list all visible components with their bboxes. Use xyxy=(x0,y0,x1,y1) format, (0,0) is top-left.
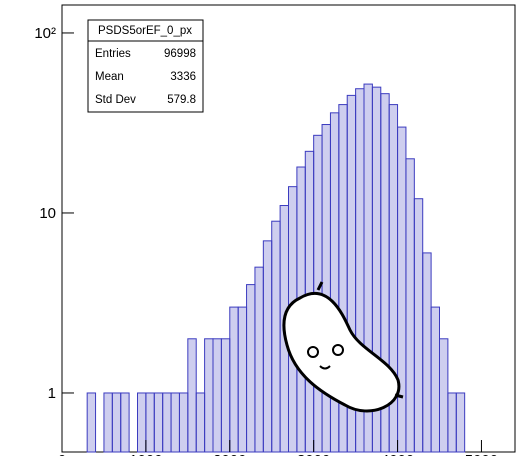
bar xyxy=(145,392,155,453)
plot-area xyxy=(86,83,466,453)
stats-value: 3336 xyxy=(170,71,196,83)
stats-title: PSDS5orEF_0_px xyxy=(98,25,192,37)
bar xyxy=(397,126,407,453)
stats-value: 96998 xyxy=(164,48,196,60)
bar xyxy=(170,392,180,453)
stats-box: PSDS5orEF_0_px Entries 96998 Mean 3336 S… xyxy=(87,19,204,113)
bar xyxy=(246,284,256,453)
bar xyxy=(430,306,441,453)
bean-sticker xyxy=(282,281,404,413)
bar xyxy=(178,392,189,453)
bar xyxy=(137,392,147,453)
bar xyxy=(237,306,248,453)
x-tick-label: 5000 xyxy=(465,452,498,456)
bar xyxy=(271,220,281,453)
bar xyxy=(103,392,113,453)
y-tick-label: 1 xyxy=(48,385,56,402)
bar xyxy=(212,338,222,453)
stats-label: Entries xyxy=(95,48,131,60)
x-tick-label: 1000 xyxy=(129,452,162,456)
bar xyxy=(405,158,415,453)
stats-label: Std Dev xyxy=(95,94,136,106)
bar xyxy=(120,392,130,453)
y-tick-label: 10 xyxy=(39,205,56,222)
bar xyxy=(187,338,197,453)
bar xyxy=(204,338,214,453)
bar xyxy=(229,306,239,453)
bar xyxy=(254,266,264,453)
bar xyxy=(162,392,172,453)
x-tick-label: 2000 xyxy=(213,452,246,456)
bar xyxy=(153,392,164,453)
x-tick-label: 0 xyxy=(58,452,66,456)
y-tick-label: 10² xyxy=(34,25,56,42)
stats-label: Mean xyxy=(95,71,124,83)
x-tick-label: 3000 xyxy=(297,452,330,456)
stats-value: 579.8 xyxy=(167,94,196,106)
bar xyxy=(422,252,432,453)
bar xyxy=(455,392,466,453)
bar xyxy=(413,198,424,453)
bar xyxy=(220,338,231,453)
bar xyxy=(321,124,331,453)
bar xyxy=(111,392,122,453)
bar xyxy=(262,240,273,453)
bar xyxy=(86,392,97,453)
bar xyxy=(447,392,457,453)
bar xyxy=(439,338,449,453)
bar xyxy=(195,392,206,453)
x-tick-label: 4000 xyxy=(381,452,414,456)
